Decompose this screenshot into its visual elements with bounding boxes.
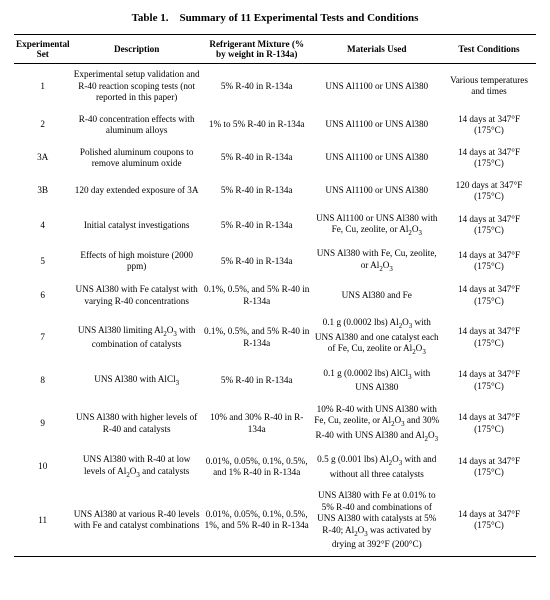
- cell-mat: 0.1 g (0.0002 lbs) AlCl3 with UNS Al380: [312, 363, 443, 399]
- cell-set: 11: [14, 485, 71, 556]
- cell-desc: UNS Al380 with AlCl3: [71, 363, 202, 399]
- cell-desc: Experimental setup validation and R-40 r…: [71, 64, 202, 109]
- table-row: 3B 120 day extended exposure of 3A 5% R-…: [14, 175, 536, 208]
- cell-mix: 5% R-40 in R-134a: [202, 243, 312, 279]
- cell-mat: UNS Al1100 or UNS Al380 with Fe, Cu, zeo…: [312, 208, 443, 244]
- cell-set: 8: [14, 363, 71, 399]
- summary-table: Experimental Set Description Refrigerant…: [14, 34, 536, 557]
- cell-set: 6: [14, 279, 71, 312]
- cell-mix: 1% to 5% R-40 in R-134a: [202, 109, 312, 142]
- table-row: 7 UNS Al380 limiting Al2O3 with combinat…: [14, 312, 536, 362]
- cell-desc: 120 day extended exposure of 3A: [71, 175, 202, 208]
- cell-mix: 10% and 30% R-40 in R-134a: [202, 399, 312, 449]
- cell-mat: 0.5 g (0.001 lbs) Al2O3 with and without…: [312, 449, 443, 485]
- cell-mat: UNS Al380 and Fe: [312, 279, 443, 312]
- cell-cond: 14 days at 347°F (175°C): [442, 142, 536, 175]
- col-header-desc: Description: [71, 35, 202, 64]
- table-row: 9 UNS Al380 with higher levels of R-40 a…: [14, 399, 536, 449]
- cell-mix: 5% R-40 in R-134a: [202, 208, 312, 244]
- col-header-cond: Test Conditions: [442, 35, 536, 64]
- cell-mat: UNS Al1100 or UNS Al380: [312, 64, 443, 109]
- cell-cond: 14 days at 347°F (175°C): [442, 279, 536, 312]
- cell-desc: UNS Al380 at various R-40 levels with Fe…: [71, 485, 202, 556]
- cell-mat: UNS Al380 with Fe at 0.01% to 5% R-40 an…: [312, 485, 443, 556]
- cell-desc: Initial catalyst investigations: [71, 208, 202, 244]
- cell-mat: 10% R-40 with UNS Al380 with Fe, Cu, zeo…: [312, 399, 443, 449]
- cell-cond: 14 days at 347°F (175°C): [442, 449, 536, 485]
- cell-mix: 5% R-40 in R-134a: [202, 363, 312, 399]
- col-header-mix: Refrigerant Mixture (% by weight in R-13…: [202, 35, 312, 64]
- cell-cond: 14 days at 347°F (175°C): [442, 485, 536, 556]
- table-row: 10 UNS Al380 with R-40 at low levels of …: [14, 449, 536, 485]
- cell-mix: 5% R-40 in R-134a: [202, 142, 312, 175]
- cell-mat: UNS Al1100 or UNS Al380: [312, 109, 443, 142]
- cell-mat: UNS Al380 with Fe, Cu, zeolite, or Al2O3: [312, 243, 443, 279]
- cell-desc: Polished aluminum coupons to remove alum…: [71, 142, 202, 175]
- cell-set: 3B: [14, 175, 71, 208]
- cell-cond: Various temperatures and times: [442, 64, 536, 109]
- table-row: 3A Polished aluminum coupons to remove a…: [14, 142, 536, 175]
- table-row: 11 UNS Al380 at various R-40 levels with…: [14, 485, 536, 556]
- cell-cond: 120 days at 347°F (175°C): [442, 175, 536, 208]
- cell-set: 3A: [14, 142, 71, 175]
- cell-cond: 14 days at 347°F (175°C): [442, 399, 536, 449]
- table-row: 4 Initial catalyst investigations 5% R-4…: [14, 208, 536, 244]
- cell-mat: UNS Al1100 or UNS Al380: [312, 175, 443, 208]
- cell-desc: Effects of high moisture (2000 ppm): [71, 243, 202, 279]
- cell-desc: UNS Al380 with higher levels of R-40 and…: [71, 399, 202, 449]
- table-row: 6 UNS Al380 with Fe catalyst with varyin…: [14, 279, 536, 312]
- table-row: 8 UNS Al380 with AlCl3 5% R-40 in R-134a…: [14, 363, 536, 399]
- cell-mix: 0.1%, 0.5%, and 5% R-40 in R-134a: [202, 312, 312, 362]
- cell-set: 2: [14, 109, 71, 142]
- cell-set: 5: [14, 243, 71, 279]
- cell-desc: UNS Al380 limiting Al2O3 with combinatio…: [71, 312, 202, 362]
- cell-set: 1: [14, 64, 71, 109]
- cell-mat: UNS Al1100 or UNS Al380: [312, 142, 443, 175]
- table-body: 1 Experimental setup validation and R-40…: [14, 64, 536, 557]
- cell-mix: 5% R-40 in R-134a: [202, 64, 312, 109]
- table-row: 1 Experimental setup validation and R-40…: [14, 64, 536, 109]
- cell-mix: 0.1%, 0.5%, and 5% R-40 in R-134a: [202, 279, 312, 312]
- cell-set: 9: [14, 399, 71, 449]
- cell-set: 4: [14, 208, 71, 244]
- cell-set: 10: [14, 449, 71, 485]
- cell-set: 7: [14, 312, 71, 362]
- cell-desc: R-40 concentration effects with aluminum…: [71, 109, 202, 142]
- cell-cond: 14 days at 347°F (175°C): [442, 208, 536, 244]
- cell-cond: 14 days at 347°F (175°C): [442, 243, 536, 279]
- cell-mix: 0.01%, 0.05%, 0.1%, 0.5%, and 1% R-40 in…: [202, 449, 312, 485]
- table-title: Table 1. Summary of 11 Experimental Test…: [14, 12, 536, 24]
- table-row: 5 Effects of high moisture (2000 ppm) 5%…: [14, 243, 536, 279]
- table-row: 2 R-40 concentration effects with alumin…: [14, 109, 536, 142]
- cell-cond: 14 days at 347°F (175°C): [442, 312, 536, 362]
- cell-cond: 14 days at 347°F (175°C): [442, 109, 536, 142]
- col-header-mat: Materials Used: [312, 35, 443, 64]
- cell-mix: 5% R-40 in R-134a: [202, 175, 312, 208]
- col-header-set: Experimental Set: [14, 35, 71, 64]
- table-header-row: Experimental Set Description Refrigerant…: [14, 35, 536, 64]
- cell-cond: 14 days at 347°F (175°C): [442, 363, 536, 399]
- cell-desc: UNS Al380 with R-40 at low levels of Al2…: [71, 449, 202, 485]
- cell-desc: UNS Al380 with Fe catalyst with varying …: [71, 279, 202, 312]
- cell-mat: 0.1 g (0.0002 lbs) Al2O3 with UNS Al380 …: [312, 312, 443, 362]
- cell-mix: 0.01%, 0.05%, 0.1%, 0.5%, 1%, and 5% R-4…: [202, 485, 312, 556]
